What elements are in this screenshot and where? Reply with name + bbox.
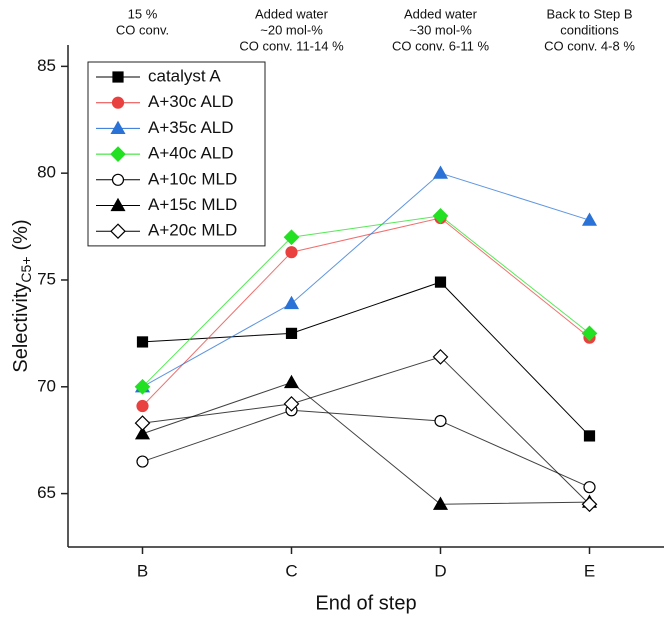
y-tick-label: 65 xyxy=(37,483,56,502)
annotation: Back to Step B xyxy=(547,6,633,21)
annotation: ~30 mol-% xyxy=(409,22,472,37)
annotation: CO conv. 6-11 % xyxy=(392,38,489,53)
y-label-unit: (%) xyxy=(10,219,32,250)
marker xyxy=(110,197,126,212)
legend-label: A+30c ALD xyxy=(148,92,234,111)
marker xyxy=(432,349,449,365)
marker xyxy=(432,165,449,179)
series-line xyxy=(142,409,590,488)
x-tick-label: B xyxy=(137,561,148,580)
marker xyxy=(111,96,125,109)
marker xyxy=(285,246,298,259)
y-tick-label: 70 xyxy=(37,376,56,395)
marker xyxy=(581,212,598,226)
marker xyxy=(434,276,447,288)
legend-label: A+10c MLD xyxy=(148,169,237,188)
series-line xyxy=(142,281,590,437)
annotation: 15 % xyxy=(128,6,158,21)
marker xyxy=(581,325,598,342)
y-label-sub: C5+ xyxy=(18,257,34,283)
marker xyxy=(110,223,126,240)
marker xyxy=(136,336,149,348)
annotation: CO conv. 4-8 % xyxy=(544,38,635,53)
marker xyxy=(110,146,126,162)
x-tick-label: D xyxy=(434,561,446,580)
marker xyxy=(134,426,151,440)
annotation: Added water xyxy=(404,6,478,21)
marker xyxy=(583,481,596,494)
y-tick-label: 80 xyxy=(37,163,56,182)
series-line xyxy=(142,215,590,388)
series-line xyxy=(142,381,590,505)
y-label-main: Selectivity xyxy=(10,283,32,373)
x-axis-label: End of step xyxy=(315,592,416,614)
marker xyxy=(283,374,300,389)
series-line xyxy=(142,356,590,505)
marker xyxy=(434,414,447,428)
marker xyxy=(136,399,149,413)
marker xyxy=(134,378,151,395)
series-line xyxy=(142,172,590,388)
marker xyxy=(283,396,300,412)
marker xyxy=(283,295,300,310)
x-tick-label: C xyxy=(285,561,297,580)
marker xyxy=(112,71,124,83)
annotation: CO conv. xyxy=(116,22,169,37)
marker xyxy=(285,327,298,339)
legend-label: A+40c ALD xyxy=(148,144,234,163)
marker xyxy=(134,415,151,431)
marker xyxy=(283,229,300,246)
annotation: conditions xyxy=(560,22,619,37)
marker xyxy=(583,430,596,442)
series-line xyxy=(142,217,590,407)
legend-label: A+35c ALD xyxy=(148,118,234,137)
annotation: CO conv. 11-14 % xyxy=(239,38,344,53)
annotation: Added water xyxy=(255,6,329,21)
marker xyxy=(111,173,125,186)
marker xyxy=(110,120,126,134)
legend-label: A+20c MLD xyxy=(148,221,237,240)
y-tick-label: 75 xyxy=(37,269,56,288)
y-axis-label: SelectivityC5+ (%) xyxy=(10,219,33,372)
x-tick-label: E xyxy=(584,561,595,580)
annotation: ~20 mol-% xyxy=(260,22,323,37)
legend-label: catalyst A xyxy=(148,66,221,85)
marker xyxy=(136,455,149,468)
marker xyxy=(432,208,449,224)
y-tick-label: 85 xyxy=(37,56,56,75)
marker xyxy=(432,496,449,510)
legend-label: A+15c MLD xyxy=(148,195,237,214)
marker xyxy=(581,496,598,513)
